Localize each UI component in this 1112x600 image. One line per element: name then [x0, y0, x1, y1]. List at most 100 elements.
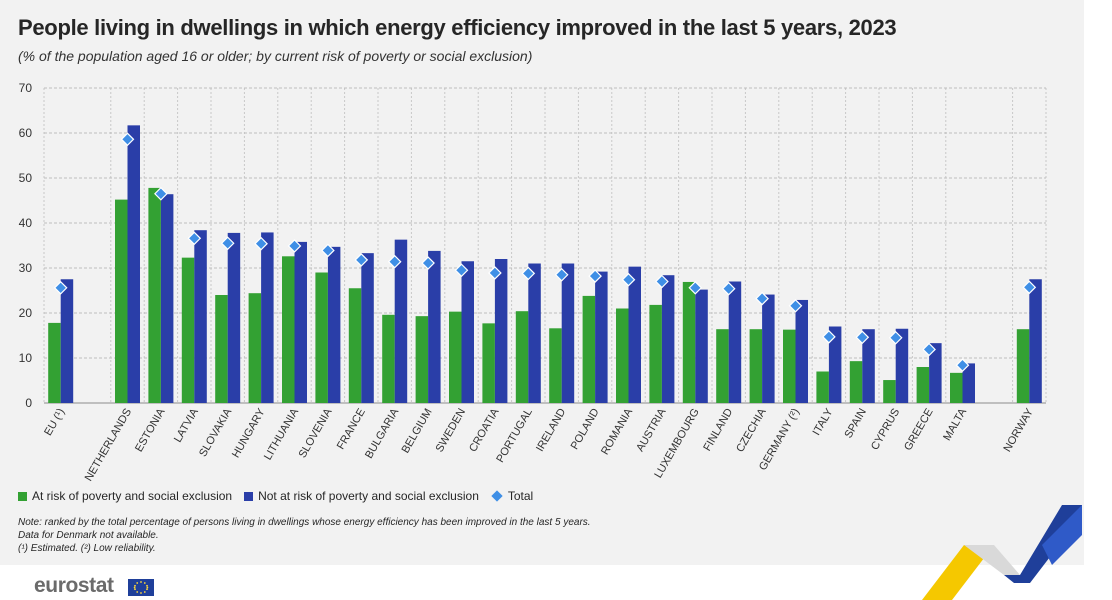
bar-at-risk	[616, 308, 629, 403]
marker-total	[521, 266, 536, 281]
y-tick-label: 30	[19, 261, 33, 275]
decorative-arrow-graphic	[922, 505, 1082, 600]
bar-at-risk	[215, 295, 228, 403]
bar-not-at-risk	[294, 241, 307, 403]
bar-at-risk	[449, 311, 462, 403]
bar-not-at-risk	[862, 329, 875, 403]
marker-total	[688, 280, 703, 295]
x-tick-label: ITALY	[811, 406, 836, 438]
y-tick-label: 60	[19, 126, 33, 140]
bar-not-at-risk	[628, 266, 641, 403]
bar-not-at-risk	[127, 125, 140, 403]
x-tick-label: CYPRUS	[869, 407, 902, 453]
y-tick-label: 70	[19, 81, 33, 95]
marker-total	[220, 236, 235, 251]
marker-total	[655, 274, 669, 289]
marker-total	[922, 342, 936, 357]
bar-at-risk	[115, 199, 128, 403]
x-tick-label: SPAIN	[842, 406, 869, 440]
bar-at-risk	[783, 329, 796, 403]
marker-total	[755, 291, 769, 306]
x-tick-label: CZECHIA	[734, 406, 769, 454]
legend-item-not-at-risk: Not at risk of poverty and social exclus…	[244, 489, 479, 503]
marker-total	[421, 256, 435, 270]
marker-total	[387, 254, 402, 269]
bar-at-risk	[883, 380, 896, 403]
x-tick-label: NETHERLANDS	[83, 407, 134, 484]
chart-notes: Note: ranked by the total percentage of …	[18, 516, 591, 555]
bar-at-risk	[950, 372, 963, 403]
x-tick-label: CROATIA	[467, 406, 502, 454]
bar-at-risk	[181, 257, 195, 403]
legend-item-total: Total	[491, 489, 533, 503]
bar-not-at-risk	[361, 253, 374, 403]
x-tick-label: POLAND	[569, 406, 602, 451]
legend-item-at-risk: At risk of poverty and social exclusion	[18, 489, 232, 503]
x-tick-label: FINLAND	[701, 406, 735, 453]
bar-at-risk	[148, 187, 161, 403]
marker-total	[554, 267, 569, 282]
x-tick-label: BELGIUM	[400, 407, 435, 456]
legend-label: Not at risk of poverty and social exclus…	[258, 489, 479, 503]
x-tick-label: NORWAY	[1001, 406, 1036, 454]
bar-not-at-risk	[194, 230, 207, 403]
bar-not-at-risk	[261, 232, 274, 403]
y-tick-label: 0	[25, 396, 32, 410]
bar-not-at-risk	[962, 363, 975, 403]
x-tick-label: IRELAND	[534, 406, 568, 453]
x-tick-label: LATVIA	[172, 406, 201, 445]
marker-total	[955, 358, 970, 373]
y-tick-label: 10	[19, 351, 33, 365]
x-tick-label: SLOVAKIA	[197, 406, 235, 459]
bar-not-at-risk	[895, 328, 909, 403]
marker-total	[588, 269, 602, 283]
marker-total	[855, 330, 870, 345]
bar-not-at-risk	[528, 263, 541, 403]
marker-total	[287, 239, 302, 253]
marker-total	[721, 281, 736, 296]
x-tick-label: PORTUGAL	[494, 407, 535, 465]
bar-not-at-risk	[661, 275, 675, 403]
x-tick-label: EU (¹)	[42, 407, 67, 438]
marker-total	[53, 280, 68, 295]
eurostat-logo: eurostat	[34, 574, 114, 597]
bar-at-risk	[248, 293, 262, 403]
x-tick-label: HUNGARY	[230, 406, 268, 460]
legend-label: Total	[507, 489, 534, 503]
bar-at-risk	[716, 329, 729, 403]
x-tick-label: BULGARIA	[363, 406, 402, 461]
x-tick-label: SLOVENIA	[297, 406, 335, 460]
legend-label: At risk of poverty and social exclusion	[32, 489, 233, 503]
bar-not-at-risk	[828, 326, 842, 403]
bar-at-risk	[1016, 329, 1030, 403]
y-tick-label: 20	[19, 306, 33, 320]
chart-subtitle: (% of the population aged 16 or older; b…	[18, 48, 533, 64]
x-tick-label: ESTONIA	[133, 406, 168, 454]
bar-not-at-risk	[428, 250, 441, 403]
bar-not-at-risk	[494, 259, 508, 403]
x-tick-label: MALTA	[941, 406, 969, 443]
bar-not-at-risk	[160, 194, 174, 403]
marker-total	[488, 266, 502, 280]
bar-not-at-risk	[227, 232, 241, 403]
legend-swatch-green	[18, 491, 27, 501]
bar-at-risk	[749, 329, 763, 403]
note-line: (¹) Estimated. (²) Low reliability.	[18, 543, 156, 554]
marker-total	[354, 253, 369, 267]
bar-not-at-risk	[1029, 279, 1042, 403]
bar-at-risk	[582, 295, 596, 403]
bar-not-at-risk	[561, 263, 575, 403]
bar-at-risk	[682, 281, 696, 403]
bar-not-at-risk	[929, 343, 942, 403]
marker-total	[120, 132, 135, 147]
legend-swatch-blue	[244, 491, 254, 501]
bar-at-risk	[282, 256, 295, 403]
x-tick-label: SWEDEN	[434, 406, 469, 454]
bar-not-at-risk	[795, 299, 808, 403]
bar-at-risk	[549, 328, 562, 403]
bar-at-risk	[315, 272, 328, 403]
marker-total	[788, 298, 803, 313]
marker-total	[187, 231, 202, 246]
bar-at-risk	[382, 314, 395, 403]
